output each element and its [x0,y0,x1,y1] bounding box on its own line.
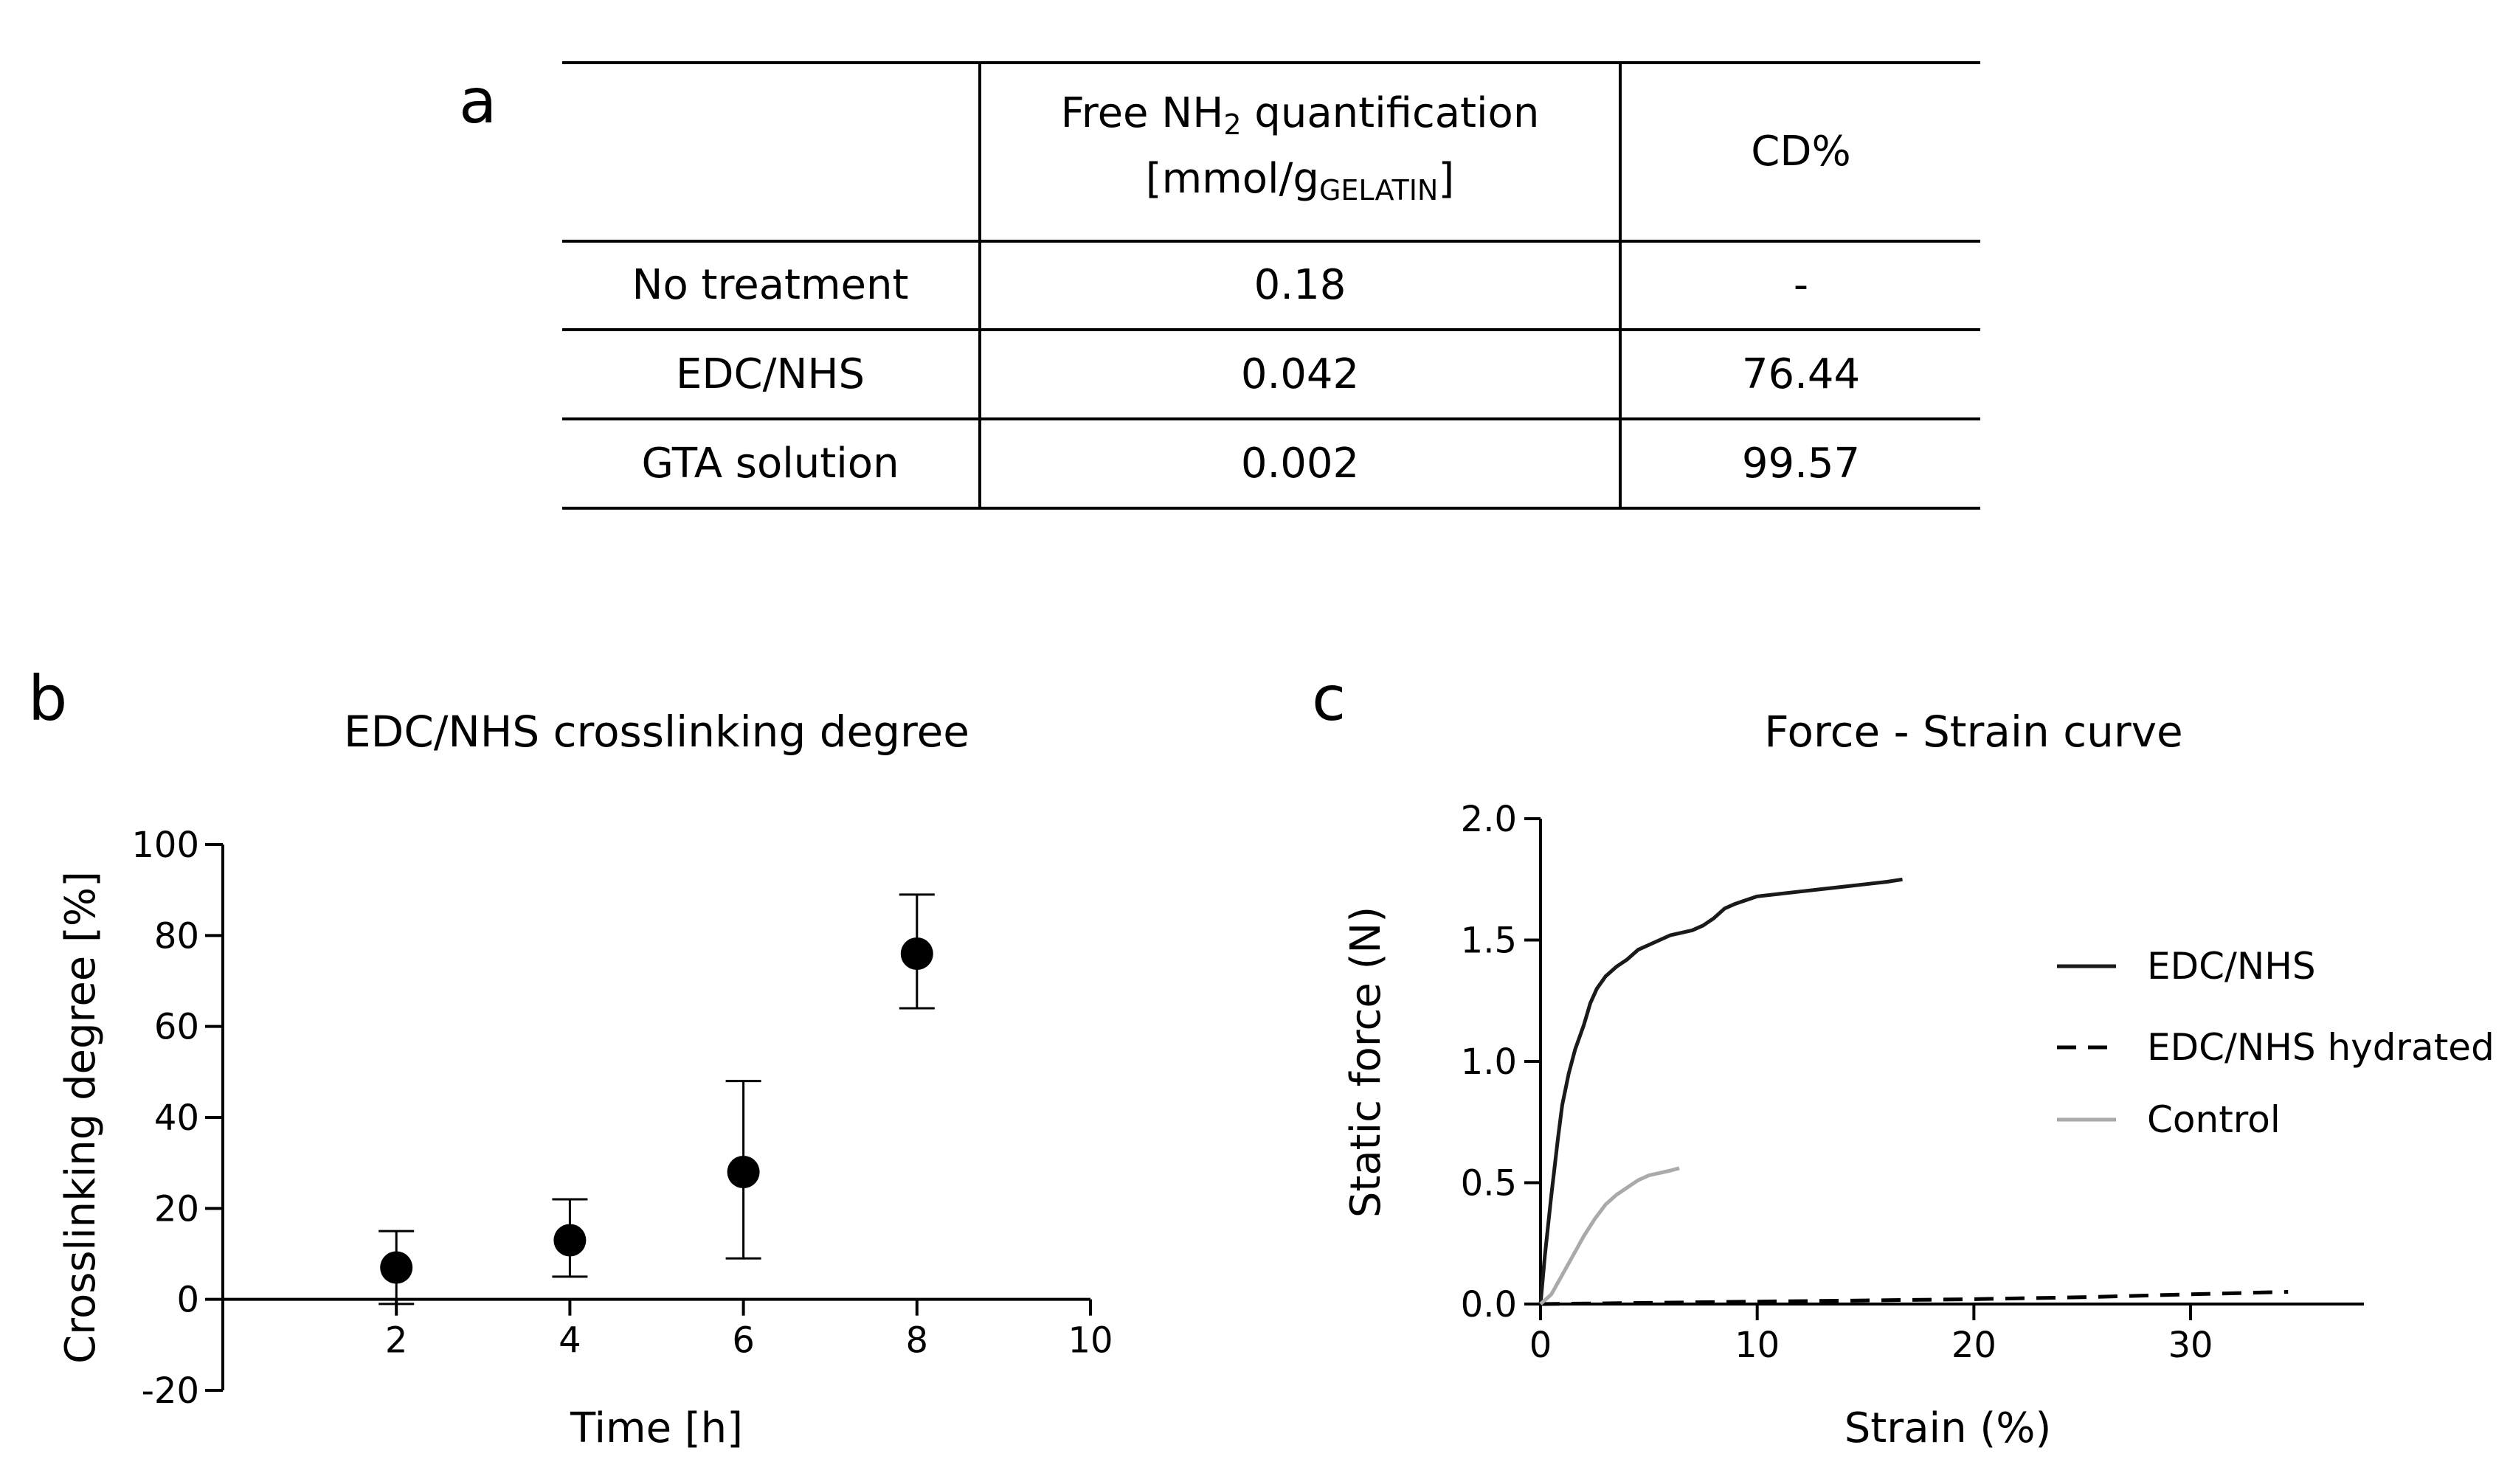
header-line1-sub: 2 [1223,108,1242,141]
crosslinking-degree-chart: EDC/NHS crosslinking degree -20 0 20 40 60 80 1… [57,707,1113,1452]
table-row: EDC/NHS 0.042 76.44 [562,328,1980,421]
chart-c-x-label: Strain (%) [1845,1404,2052,1452]
x-tick-label: 10 [1068,1320,1113,1362]
y-tick-label: 100 [131,825,199,866]
header-line2-sub: GELATIN [1318,173,1439,207]
row-label: No treatment [562,239,981,332]
y-tick-label: 80 [154,915,199,957]
header-line1-post: quantification [1241,89,1540,137]
legend-label: EDC/NHS hydrated [2147,1026,2495,1069]
header-line2-pre: [mmol/g [1145,154,1319,203]
x-tick-label: 4 [559,1320,581,1362]
x-tick-label: 8 [906,1320,929,1362]
data-point [553,1224,587,1257]
chart-b-title: EDC/NHS crosslinking degree [344,707,969,757]
y-tick-label: 1.0 [1461,1041,1517,1083]
y-tick-label: 0 [176,1280,199,1321]
panel-letter-c: c [1312,662,1346,735]
row-cd: - [1620,239,1980,332]
chart-b-x-label: Time [h] [570,1404,743,1452]
data-point [727,1156,760,1188]
table-header-row: Free NH2 quantification [mmol/gGELATIN] … [562,61,1980,243]
chart-b-y-label: Crosslinking degree [%] [57,871,105,1364]
y-tick-label: 20 [154,1188,199,1230]
row-cd: 76.44 [1620,328,1980,421]
x-tick-label: 2 [385,1320,408,1362]
row-label: GTA solution [562,417,981,510]
x-tick-label: 0 [1529,1325,1552,1366]
chart-c-y-label: Static force (N) [1342,906,1390,1218]
row-label: EDC/NHS [562,328,981,421]
y-tick-label: 40 [154,1098,199,1139]
panel-letter-b: b [28,662,68,735]
chart-c-title: Force - Strain curve [1764,707,2182,757]
series-line [1538,877,1903,1305]
table-header-empty [562,61,981,243]
row-free-nh2: 0.18 [980,239,1622,332]
data-point [380,1251,413,1284]
data-point [900,937,933,970]
table-header-cd: CD% [1620,61,1980,243]
panel-letter-a: a [459,65,497,137]
row-cd: 99.57 [1620,417,1980,510]
series-line [1539,1166,1680,1306]
legend-label: Control [2147,1098,2281,1141]
x-tick-label: 30 [2168,1325,2213,1366]
table-row: GTA solution 0.002 99.57 [562,417,1980,510]
x-tick-label: 10 [1735,1325,1780,1366]
series-line [1540,1290,2289,1306]
crosslinking-table: Free NH2 quantification [mmol/gGELATIN] … [562,61,1980,510]
y-tick-label: -20 [142,1370,199,1412]
header-line2-post: ] [1438,154,1455,203]
y-tick-label: 0.5 [1461,1163,1517,1204]
table-header-free-nh2: Free NH2 quantification [mmol/gGELATIN] [980,61,1622,243]
y-tick-label: 0.0 [1461,1284,1517,1325]
table-row: No treatment 0.18 - [562,239,1980,332]
y-tick-label: 1.5 [1461,920,1517,962]
row-free-nh2: 0.042 [980,328,1622,421]
x-tick-label: 20 [1951,1325,1996,1366]
legend-label: EDC/NHS [2147,945,2316,988]
y-tick-label: 2.0 [1461,799,1517,840]
header-line1-pre: Free NH [1060,89,1224,137]
row-free-nh2: 0.002 [980,417,1622,510]
x-tick-label: 6 [732,1320,755,1362]
y-tick-label: 60 [154,1007,199,1048]
